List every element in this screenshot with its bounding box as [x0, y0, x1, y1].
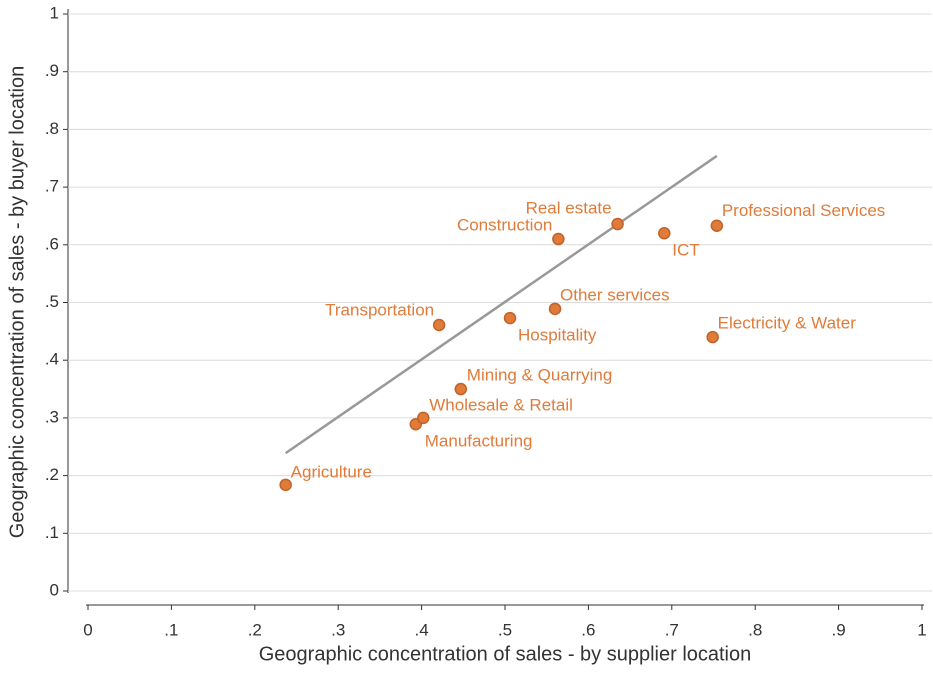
point-label: Electricity & Water	[718, 314, 857, 333]
point	[503, 311, 517, 325]
x-tick-label: .7	[665, 620, 679, 639]
point	[454, 382, 468, 396]
y-tick-label: 1	[50, 3, 59, 22]
y-tick-label: .9	[45, 61, 59, 80]
point	[611, 217, 624, 231]
point	[432, 318, 446, 332]
point-label: Mining & Quarrying	[467, 366, 613, 385]
x-tick-label: .4	[415, 620, 429, 639]
y-tick-label: .8	[45, 119, 59, 138]
point	[706, 330, 719, 344]
fit-line	[284, 154, 718, 455]
x-tick-label: .2	[248, 620, 262, 639]
x-axis-title: Geographic concentration of sales - by s…	[259, 643, 752, 665]
point	[548, 302, 562, 316]
point-label: ICT	[672, 241, 699, 260]
y-tick-label: 0	[50, 580, 59, 599]
point-label: Agriculture	[291, 462, 372, 481]
point	[658, 227, 671, 240]
y-tick-label: .6	[45, 234, 59, 253]
point-label: Professional Services	[722, 201, 885, 220]
point	[552, 232, 565, 246]
point	[417, 411, 430, 425]
point-label: Manufacturing	[425, 432, 533, 451]
y-tick-label: .4	[45, 350, 59, 369]
point-label: Transportation	[325, 300, 434, 319]
point-label: Other services	[560, 285, 670, 304]
point-label: Hospitality	[518, 326, 597, 345]
y-tick-label: .2	[45, 465, 59, 484]
x-tick-label: .8	[748, 620, 762, 639]
point-label: Wholesale & Retail	[429, 395, 573, 414]
y-axis-title: Geographic concentration of sales - by b…	[6, 66, 28, 539]
x-tick-label: .5	[498, 620, 512, 639]
point	[710, 219, 724, 233]
y-tick-label: .7	[45, 177, 59, 196]
x-tick-label: .1	[164, 620, 178, 639]
y-tick-label: .1	[45, 523, 59, 542]
point	[279, 478, 292, 492]
x-tick-label: .9	[832, 620, 846, 639]
x-tick-label: 1	[917, 620, 926, 639]
x-tick-label: 0	[83, 620, 92, 639]
y-tick-label: .5	[45, 292, 59, 311]
point-label: Construction	[457, 216, 552, 235]
x-tick-label: .3	[331, 620, 345, 639]
y-tick-label: .3	[45, 407, 59, 426]
point-label: Real estate	[526, 199, 612, 218]
x-tick-label: .6	[581, 620, 595, 639]
